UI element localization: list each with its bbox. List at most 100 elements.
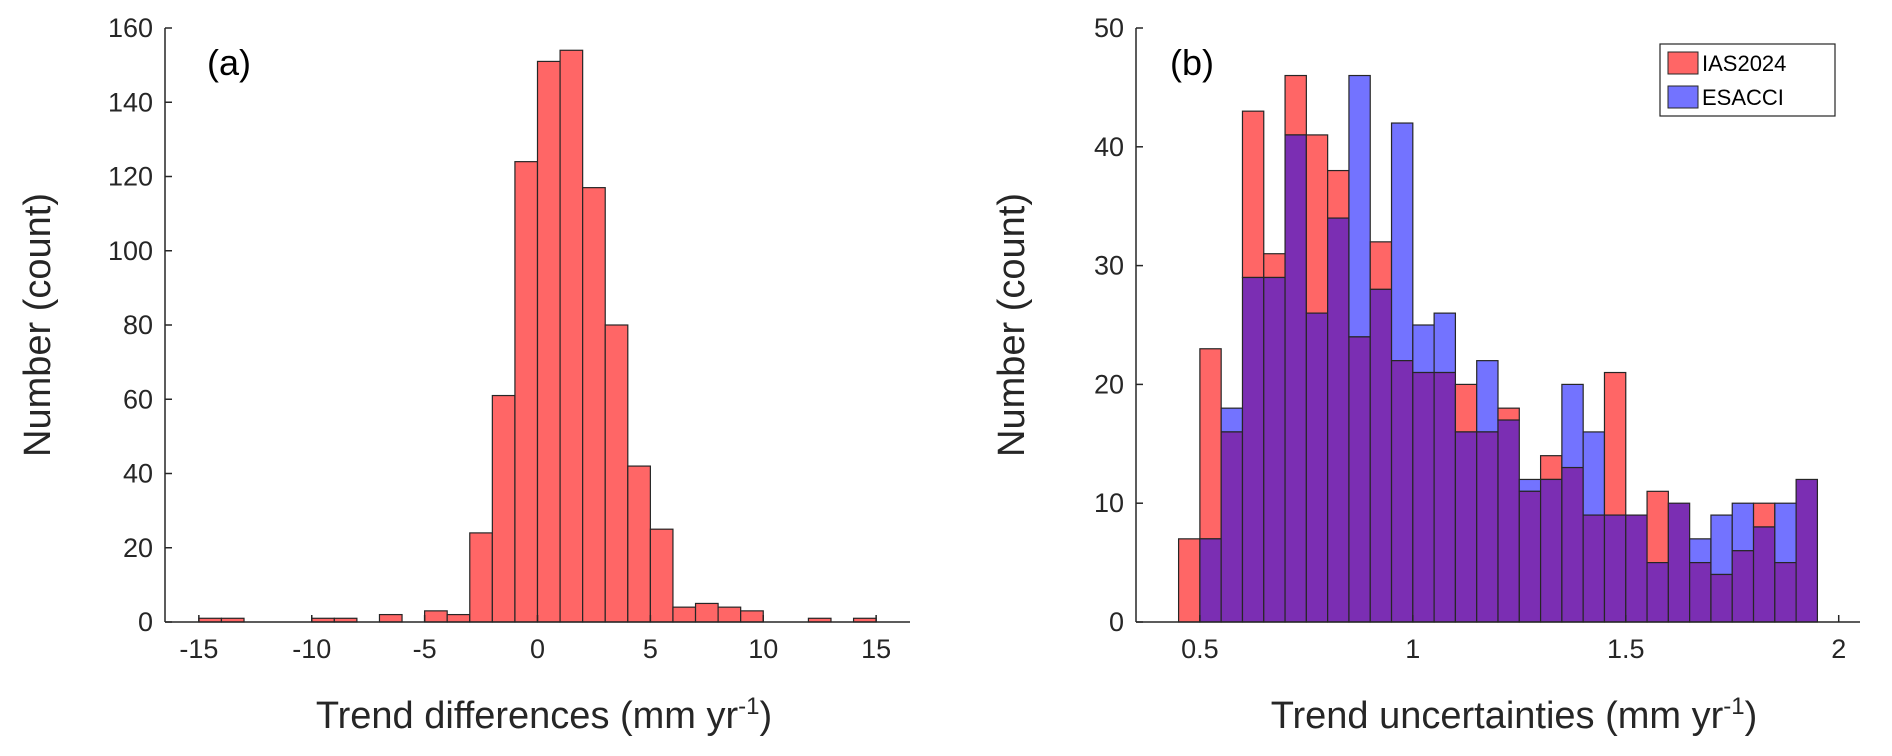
y-tick-label: 160 [108, 13, 153, 43]
histogram-bar-overlap [1582, 514, 1606, 623]
histogram-bar-overlap [1603, 514, 1627, 623]
histogram-bar [536, 60, 561, 623]
histogram-bar-overlap [1476, 431, 1499, 623]
histogram-bar-esacci [1582, 431, 1606, 516]
histogram-bar-overlap [1710, 573, 1733, 623]
histogram-bar-overlap [1646, 561, 1669, 623]
legend-label-ias2024: IAS2024 [1702, 51, 1786, 76]
x-axis-label-b-main: Trend uncertainties (mm yr [1271, 695, 1724, 737]
x-tick-label: 0 [530, 634, 545, 664]
legend-swatch-ias2024 [1667, 51, 1699, 75]
x-axis-label-b-end: ) [1745, 695, 1758, 737]
x-tick-label: 2 [1831, 634, 1846, 664]
x-tick-label: -15 [179, 634, 218, 664]
x-axis-label-a-end: ) [760, 695, 773, 737]
axes-a: -15 -10 -5 0 5 10 15 0 20 40 60 80 100 120 140 160 [108, 13, 910, 664]
x-tick-label: 5 [643, 634, 658, 664]
panel-label-a: (a) [207, 42, 251, 83]
histogram-bar-esacci [1774, 502, 1797, 564]
histogram-bar-ias2024 [1241, 110, 1265, 279]
histogram-bar-esacci [1412, 324, 1435, 374]
y-tick-label: 80 [123, 310, 153, 340]
histogram-bar-overlap [1241, 276, 1265, 623]
histogram-bar [604, 324, 629, 623]
histogram-bar-overlap [1327, 217, 1350, 623]
histogram-bar-overlap [1433, 371, 1457, 623]
histogram-bar-overlap [1667, 502, 1691, 623]
y-tick-label: 20 [123, 533, 153, 563]
histogram-bar-ias2024 [1177, 538, 1201, 623]
histogram-bar-esacci [1710, 514, 1733, 576]
histogram-bar-esacci [1348, 74, 1371, 338]
y-tick-label: 60 [123, 384, 153, 414]
histogram-bar-esacci [1561, 383, 1584, 469]
histogram-bar-esacci [1476, 360, 1499, 433]
histogram-bar [694, 602, 719, 623]
y-tick-label: 50 [1094, 13, 1124, 43]
histogram-bar [424, 610, 448, 623]
x-tick-label: -10 [292, 634, 331, 664]
x-axis-label-b: Trend uncertainties (mm yr-1) [1271, 693, 1758, 737]
y-tick-label: 0 [1109, 607, 1124, 637]
x-axis-label-a-main: Trend differences (mm yr [316, 695, 739, 737]
histogram-bar-overlap [1689, 561, 1712, 623]
histogram-bar [582, 187, 606, 623]
bars-group-b [1177, 74, 1819, 623]
histogram-bar [491, 394, 516, 623]
x-tick-label: -5 [413, 634, 437, 664]
x-tick-label: 1 [1405, 634, 1420, 664]
histogram-bar-overlap [1390, 360, 1414, 623]
histogram-bar [740, 610, 764, 623]
histogram-bar-esacci [1433, 312, 1457, 374]
histogram-bar-overlap [1199, 538, 1222, 623]
y-tick-label: 0 [138, 607, 153, 637]
x-axis-label-a: Trend differences (mm yr-1) [316, 693, 772, 737]
histogram-bar [469, 532, 493, 623]
y-axis-label-a: Number (count) [17, 193, 59, 457]
y-tick-label: 140 [108, 87, 153, 117]
legend: IAS2024 ESACCI [1659, 43, 1836, 117]
histogram-bar-ias2024 [1603, 371, 1627, 516]
histogram-bar-overlap [1348, 336, 1371, 623]
histogram-bar-overlap [1454, 431, 1478, 623]
y-tick-label: 30 [1094, 251, 1124, 281]
y-tick-label: 120 [108, 162, 153, 192]
histogram-bar-overlap [1795, 478, 1819, 623]
y-tick-label: 40 [123, 459, 153, 489]
histogram-bar [672, 606, 697, 623]
histogram-bar [514, 161, 539, 623]
histogram-bar-esacci [1689, 538, 1712, 564]
x-tick-label: 15 [861, 634, 891, 664]
y-tick-label: 40 [1094, 132, 1124, 162]
histogram-bar-overlap [1518, 490, 1542, 623]
histogram-bar-overlap [1625, 514, 1648, 623]
x-axis-label-b-sup: -1 [1723, 693, 1744, 720]
histogram-bar-overlap [1305, 312, 1329, 623]
histogram-bar-ias2024 [1539, 455, 1563, 481]
histogram-bar-overlap [1539, 478, 1563, 623]
histogram-bar-ias2024 [1497, 407, 1520, 421]
histogram-bar-overlap [1284, 134, 1307, 623]
histogram-bar [627, 465, 651, 623]
x-tick-label: 0.5 [1181, 634, 1219, 664]
y-tick-label: 20 [1094, 369, 1124, 399]
histogram-bar-overlap [1752, 526, 1776, 623]
histogram-bar-overlap [1220, 431, 1244, 623]
histogram-bar-ias2024 [1284, 74, 1307, 136]
histogram-bar-overlap [1774, 561, 1797, 623]
histogram-bar-overlap [1497, 419, 1520, 623]
histogram-bar-esacci [1731, 502, 1755, 552]
histogram-bar-overlap [1369, 288, 1393, 623]
histogram-bar-esacci [1390, 122, 1414, 362]
histogram-bar-overlap [1263, 276, 1286, 623]
histogram-bar-ias2024 [1752, 502, 1776, 528]
x-tick-label: 1.5 [1607, 634, 1645, 664]
histogram-bar [559, 49, 584, 623]
histogram-bar-ias2024 [1263, 253, 1286, 279]
histogram-bar [649, 528, 674, 623]
histogram-bar-ias2024 [1454, 383, 1478, 433]
histogram-bar-overlap [1561, 466, 1584, 623]
histogram-bar-overlap [1412, 371, 1435, 623]
